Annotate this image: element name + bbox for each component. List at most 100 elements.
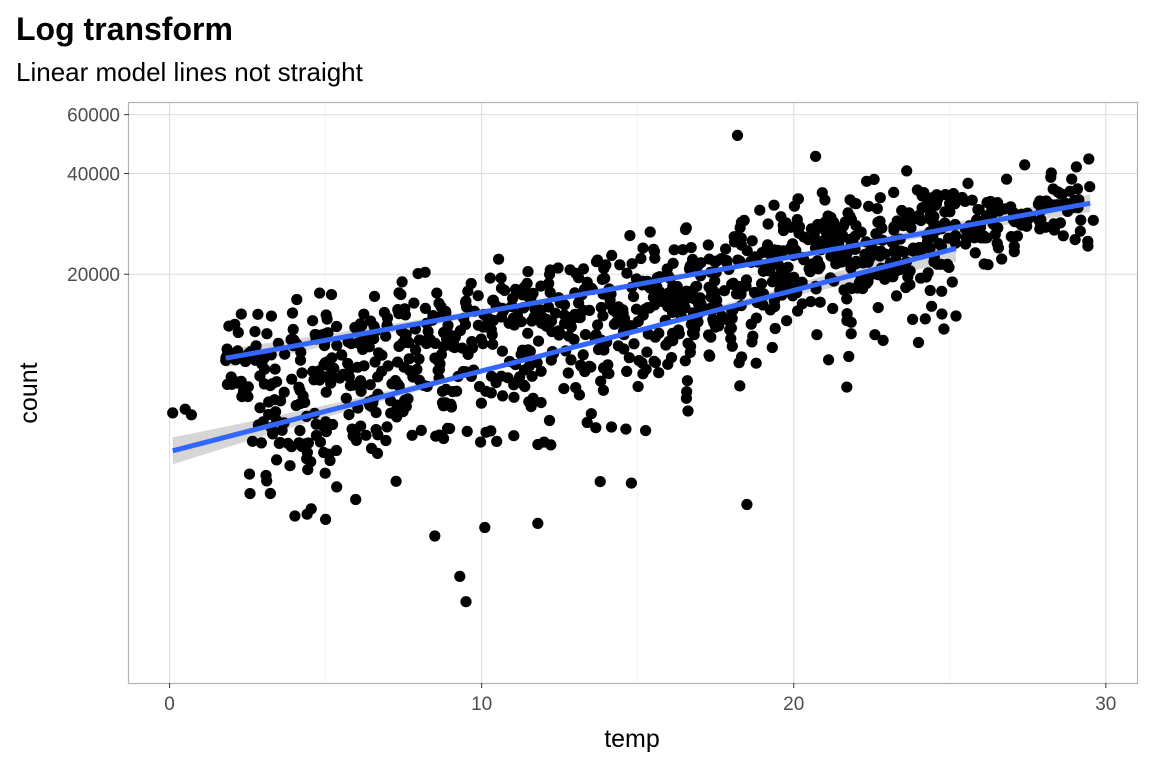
data-point <box>246 435 259 447</box>
data-point <box>559 317 571 329</box>
data-point <box>924 209 936 221</box>
data-point <box>550 307 562 319</box>
data-point <box>380 434 392 447</box>
data-point <box>642 328 654 340</box>
y-axis-title: count <box>15 362 43 423</box>
data-point <box>345 338 357 350</box>
data-point <box>944 206 956 218</box>
data-point <box>1054 217 1066 229</box>
data-point <box>369 356 381 368</box>
data-point <box>403 353 415 365</box>
data-point <box>992 242 1005 254</box>
data-point <box>433 297 445 309</box>
data-point <box>598 344 610 356</box>
data-point <box>518 379 530 391</box>
data-point <box>746 235 758 247</box>
data-point <box>419 302 431 314</box>
data-point <box>605 421 618 433</box>
data-point <box>590 422 602 434</box>
data-point <box>435 349 447 361</box>
x-axis-ticks: 0 10 20 30 <box>164 683 1116 715</box>
data-point <box>984 195 997 208</box>
data-point <box>255 437 267 449</box>
data-point <box>575 360 587 372</box>
data-point <box>545 354 557 366</box>
data-point <box>936 285 948 297</box>
data-point <box>624 230 636 242</box>
data-point <box>828 229 841 241</box>
data-point <box>816 187 828 199</box>
data-point <box>827 302 839 315</box>
data-point <box>750 312 763 324</box>
data-point <box>487 294 499 306</box>
data-point <box>325 289 338 301</box>
data-point <box>544 268 556 280</box>
data-point <box>1083 153 1095 165</box>
data-point <box>805 296 817 308</box>
data-point <box>855 226 867 238</box>
data-point <box>327 418 339 431</box>
data-point <box>344 380 356 392</box>
data-point <box>493 253 505 265</box>
data-point <box>682 405 694 417</box>
data-point <box>221 378 233 390</box>
data-point <box>444 423 456 435</box>
data-point <box>472 290 484 302</box>
data-point <box>314 287 326 299</box>
data-point <box>891 215 903 227</box>
data-point <box>845 214 858 226</box>
data-point <box>594 476 606 488</box>
data-point <box>725 322 738 334</box>
x-tick-label: 20 <box>783 694 804 715</box>
data-point <box>472 319 484 331</box>
data-point <box>252 308 264 320</box>
data-point <box>912 336 925 349</box>
data-point <box>1070 161 1082 173</box>
data-point <box>662 301 674 313</box>
data-point <box>413 353 425 365</box>
data-point <box>1040 195 1052 208</box>
data-point <box>331 320 343 333</box>
data-point <box>307 365 319 377</box>
data-point <box>475 436 487 448</box>
data-point <box>1057 230 1069 242</box>
data-point <box>381 421 393 433</box>
data-point <box>644 226 656 238</box>
data-point <box>264 487 276 500</box>
data-point <box>888 186 900 198</box>
data-point <box>1087 214 1099 226</box>
data-point <box>291 293 303 306</box>
data-point <box>592 319 604 331</box>
data-point <box>563 330 575 342</box>
data-point <box>1066 173 1078 185</box>
data-point <box>750 357 762 369</box>
data-point <box>1019 159 1031 171</box>
data-point <box>376 349 388 361</box>
data-point <box>465 277 477 290</box>
data-point <box>442 319 454 332</box>
data-point <box>495 282 508 294</box>
data-point <box>791 214 803 226</box>
data-point <box>522 266 534 278</box>
data-point <box>462 348 474 360</box>
data-point <box>335 349 348 361</box>
data-point <box>185 409 197 421</box>
data-point <box>506 292 519 305</box>
data-point <box>1011 230 1024 242</box>
data-point <box>445 398 457 410</box>
data-point <box>484 272 496 284</box>
data-point <box>378 306 390 319</box>
data-point <box>404 365 416 377</box>
data-point <box>365 442 378 454</box>
data-point <box>532 517 544 530</box>
data-point <box>522 327 534 339</box>
data-point <box>294 354 307 366</box>
data-point <box>296 441 308 453</box>
data-point <box>320 426 332 438</box>
data-point <box>843 350 855 363</box>
data-point <box>845 328 857 340</box>
data-point <box>1001 173 1013 185</box>
data-point <box>265 310 277 322</box>
data-point <box>340 392 352 404</box>
data-point <box>740 280 752 292</box>
